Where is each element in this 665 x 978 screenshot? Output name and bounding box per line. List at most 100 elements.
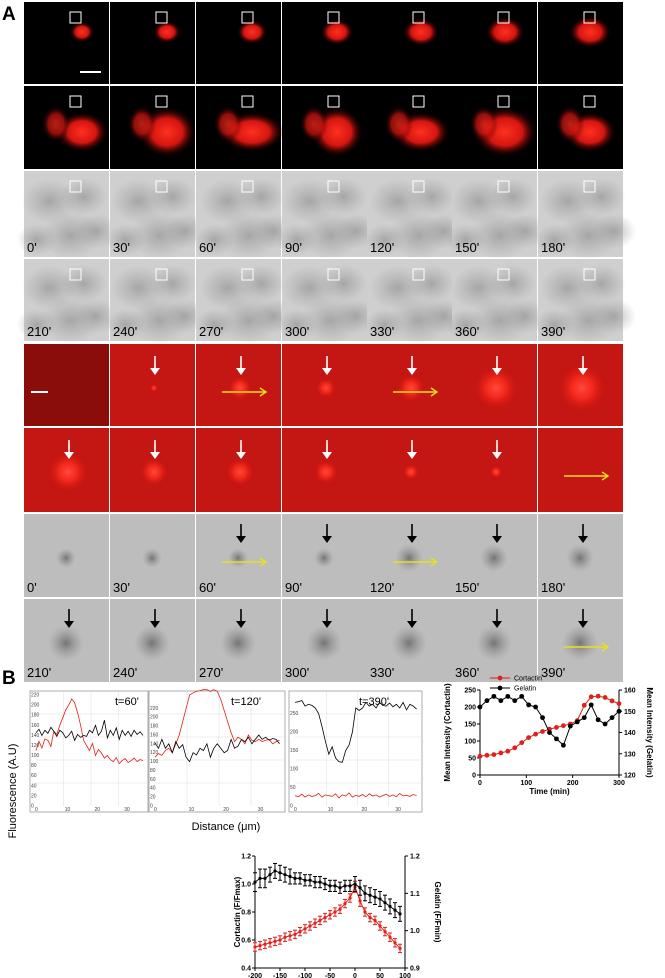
micrograph-tile: 390' — [538, 599, 623, 682]
data-point — [561, 742, 566, 748]
time-label: 0' — [27, 240, 37, 255]
y-tick-label-right: 120 — [624, 773, 636, 780]
cell-body — [385, 106, 413, 142]
roi-box — [412, 95, 425, 108]
data-point — [512, 745, 518, 751]
micrograph-tile: 0' — [24, 514, 109, 597]
x-tick-label: 300 — [613, 780, 625, 787]
gelatin-degradation-spot — [314, 548, 334, 568]
black-arrow-head — [322, 621, 332, 628]
profile-title: t=120' — [231, 696, 261, 708]
data-point — [253, 945, 257, 949]
tick-label: 100 — [150, 759, 159, 765]
data-point — [293, 876, 297, 881]
cortactin-spot — [316, 378, 336, 398]
micrograph-tile — [110, 344, 195, 426]
micrograph-tile — [538, 344, 623, 426]
y-tick-label: 0.8 — [241, 910, 251, 917]
micrograph-tile — [196, 428, 281, 512]
data-point — [303, 878, 307, 882]
time-label: 270' — [199, 324, 223, 339]
y-tick-label-right: 160 — [624, 688, 636, 695]
micrograph-tile — [452, 428, 537, 512]
x-tick-label: -100 — [298, 973, 312, 978]
yellow-arrow-head — [601, 642, 610, 652]
micrograph-tile: 180' — [534, 171, 637, 260]
cortactin-spot — [228, 376, 252, 400]
time-label: 90' — [285, 240, 302, 255]
cell-shadow — [148, 264, 197, 303]
series-line — [479, 695, 620, 757]
data-point — [318, 918, 322, 923]
white-arrow-head — [492, 452, 502, 459]
tile-background — [24, 2, 109, 84]
cell-body — [403, 18, 439, 46]
micrograph-tile — [452, 2, 537, 84]
data-point — [602, 695, 608, 700]
y-tick-label: 150 — [464, 722, 476, 729]
legend-label: Cortactin — [514, 676, 542, 683]
data-point — [498, 698, 504, 704]
tick-label: 50 — [290, 785, 296, 791]
tick-label: 20 — [223, 807, 229, 813]
time-label: 330' — [370, 665, 394, 680]
profile-line — [35, 720, 144, 742]
data-point — [348, 896, 352, 900]
micrograph-tile — [110, 428, 195, 512]
y-tick-label: 0.6 — [241, 938, 251, 945]
cortactin-spot — [48, 452, 88, 492]
white-arrow-head — [407, 452, 417, 459]
roi-box — [327, 11, 340, 24]
roi-box — [69, 180, 82, 193]
tick-label: 120 — [150, 750, 159, 756]
data-point — [609, 715, 615, 721]
data-point — [533, 704, 538, 710]
data-point — [308, 924, 312, 928]
data-point — [353, 882, 357, 886]
data-point — [358, 886, 362, 890]
x-tick-label: 100 — [399, 973, 411, 978]
cell-shadow — [488, 177, 537, 216]
y-tick-label-right: 1.1 — [410, 891, 420, 898]
micrograph-tile — [452, 86, 537, 169]
tick-label: 20 — [362, 807, 368, 813]
black-arrow-head — [492, 536, 502, 543]
tile-background — [24, 344, 109, 426]
x-tick-label: 50 — [376, 973, 384, 978]
data-point — [547, 730, 552, 735]
data-point — [293, 932, 297, 937]
cortactin-spot — [397, 374, 425, 402]
roi-box — [155, 11, 168, 24]
black-arrow-head — [492, 621, 502, 628]
cortactin-spot — [150, 384, 158, 392]
roi-box — [412, 268, 425, 281]
cell-shadow — [577, 264, 626, 303]
tile-background — [282, 2, 367, 84]
cell-body — [70, 22, 94, 42]
y-axis-label-left: Mean Intensity (Cortactin) — [443, 683, 452, 782]
data-point — [263, 876, 267, 881]
roi-box — [497, 11, 510, 24]
x-axis-label: Distance (μm) — [192, 821, 261, 833]
roi-box — [241, 180, 254, 193]
data-point — [253, 880, 257, 884]
micrograph-tile — [282, 344, 367, 426]
black-arrow-head — [150, 621, 160, 628]
tick-label: 20 — [94, 807, 100, 813]
roi-box — [497, 95, 510, 108]
data-point — [373, 918, 377, 923]
cell-body — [569, 16, 611, 48]
tick-label: 10 — [328, 807, 334, 813]
micrograph-tile — [367, 428, 452, 512]
data-point — [505, 748, 511, 754]
cell-shadow — [407, 264, 456, 303]
time-label: 0' — [27, 580, 37, 595]
gelatin-degradation-spot — [476, 625, 512, 661]
tick-label: 30 — [124, 807, 130, 813]
data-point — [574, 719, 580, 725]
cell-body — [128, 106, 156, 142]
profile-plot-1: t=60' 0 20 40 60 80 100 120 140 160 180 200 220 0 10 20… — [29, 690, 149, 813]
data-point — [343, 902, 347, 906]
y-axis-label-right: Gelatin (F/Fmin) — [433, 882, 442, 943]
